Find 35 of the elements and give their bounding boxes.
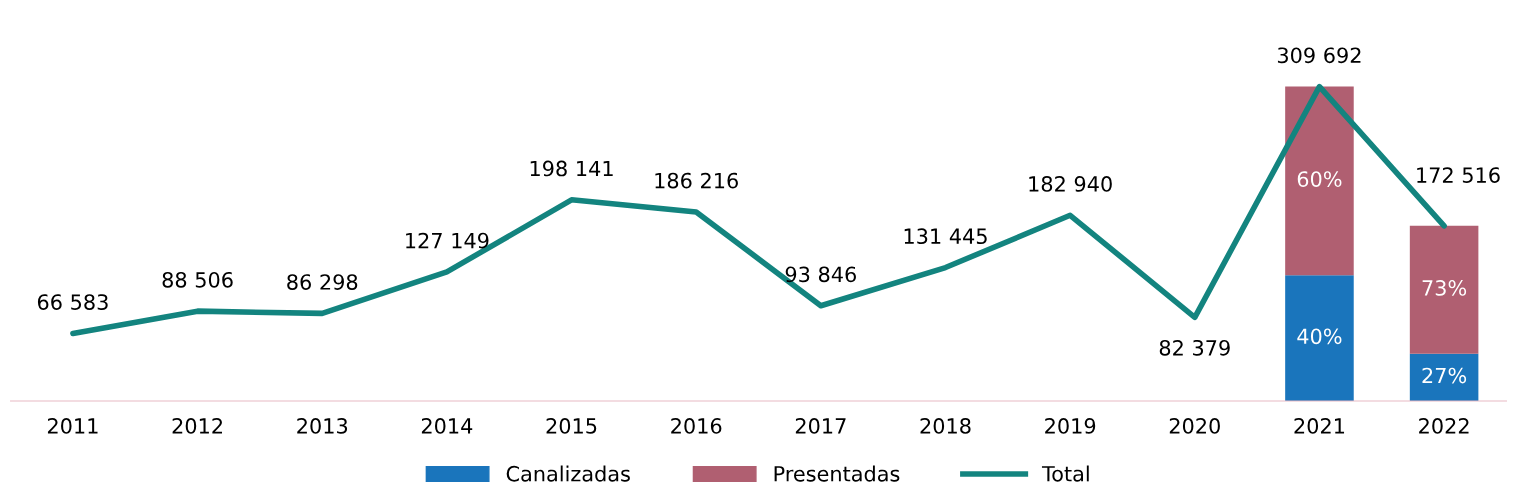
annotation: 40% (1297, 328, 1342, 345)
data-label: 86 298 (287, 274, 358, 290)
bar (1409, 225, 1479, 354)
data-label: 198 141 (530, 160, 613, 177)
bar (1285, 86, 1354, 276)
data-label: 82 379 (1159, 339, 1230, 356)
data-label: 88 506 (162, 271, 233, 288)
data-label: 66 583 (37, 294, 108, 310)
bar (1409, 353, 1479, 401)
annotation: 60% (1297, 171, 1342, 187)
data-label: 309 692 (1277, 47, 1361, 64)
annotation: 27% (1422, 367, 1467, 384)
x-tick-label: 2021 (1294, 418, 1345, 434)
x-tick-label: 2020 (1169, 418, 1220, 434)
x-tick-label: 2022 (1419, 418, 1469, 434)
data-label: 127 149 (406, 232, 489, 249)
data-label: 172 516 (1417, 167, 1500, 183)
x-tick-label: 2019 (1045, 418, 1096, 434)
x-tick-label: 2012 (172, 418, 222, 434)
data-label: 182 940 (1029, 176, 1112, 192)
data-label: 186 216 (655, 172, 738, 189)
legend-label: Total (1041, 465, 1089, 482)
x-tick-label: 2016 (671, 418, 722, 434)
data-label: 93 846 (785, 266, 856, 283)
annotation: 73% (1422, 280, 1467, 296)
x-tick-label: 2013 (297, 418, 348, 434)
data-label: 131 445 (904, 228, 987, 245)
x-tick-label: 2014 (421, 418, 473, 434)
x-tick-label: 2018 (920, 418, 971, 434)
x-tick-label: 2011 (47, 418, 98, 434)
x-tick-label: 2017 (795, 418, 846, 434)
legend-label: Presentadas (774, 465, 900, 482)
bar (1285, 275, 1354, 401)
x-tick-label: 2015 (546, 418, 597, 434)
legend-label: Canalizadas (506, 465, 630, 482)
